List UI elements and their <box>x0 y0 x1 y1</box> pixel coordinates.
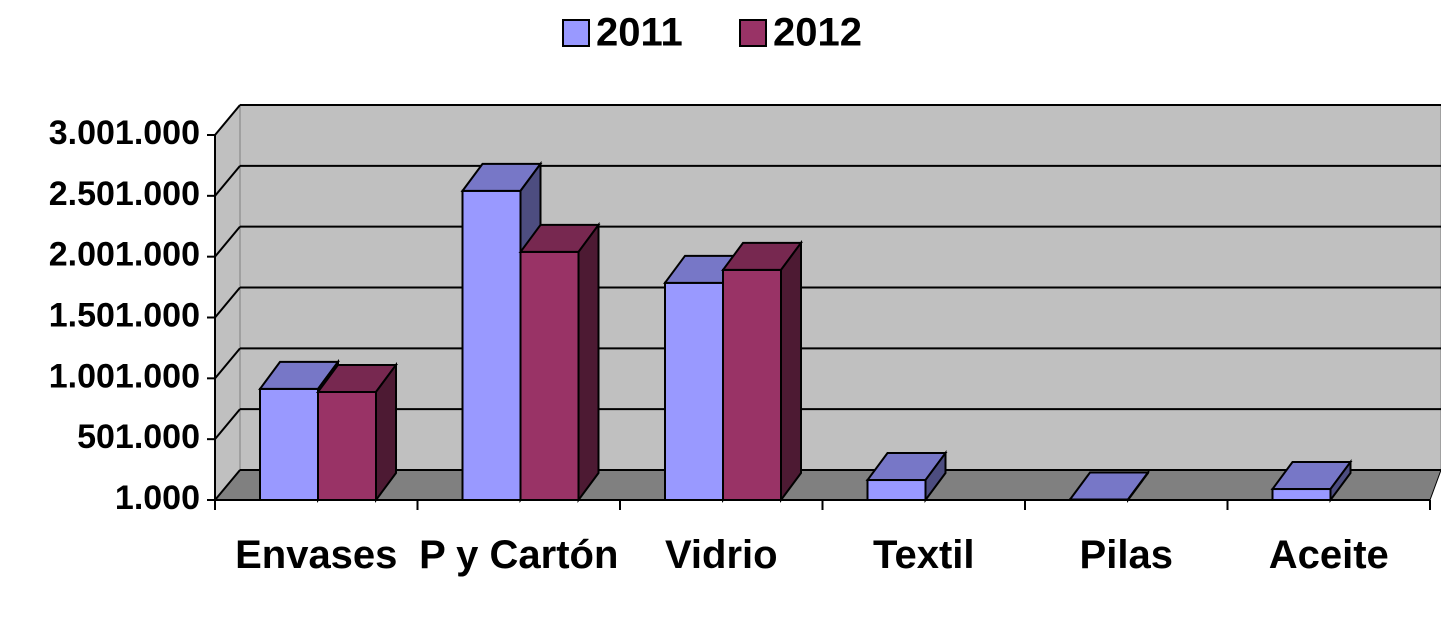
y-tick-label: 501.000 <box>77 418 200 456</box>
grid-line <box>214 104 241 136</box>
bar-front <box>461 189 522 501</box>
x-tick-label: Envases <box>235 533 398 577</box>
grid-line <box>214 226 241 258</box>
bar-side <box>577 221 600 504</box>
grid-line <box>214 469 241 501</box>
legend-label: 2012 <box>773 11 862 55</box>
bar-front <box>1271 488 1332 501</box>
x-tick-label: Pilas <box>1079 533 1173 577</box>
grid-line <box>214 347 241 379</box>
bar-front <box>317 390 377 501</box>
x-tick-label: Textil <box>872 533 975 577</box>
y-tick-label: 1.501.000 <box>49 296 200 334</box>
y-tick-label: 3.001.000 <box>49 114 200 152</box>
y-tick-label: 1.000 <box>115 479 200 517</box>
legend-label: 2011 <box>596 11 683 55</box>
bar-side <box>1329 459 1352 504</box>
floor <box>213 469 1441 501</box>
x-tick-label: P y Cartón <box>419 533 619 577</box>
legend-swatch <box>739 19 767 47</box>
grid-line <box>214 165 241 197</box>
y-tick-label: 2.001.000 <box>49 236 200 274</box>
bar-front <box>664 281 724 502</box>
grid-line <box>214 408 241 440</box>
y-tick-label: 2.501.000 <box>49 175 200 213</box>
bar-front <box>866 479 927 501</box>
legend-swatch <box>562 19 590 47</box>
bar-front <box>259 387 319 501</box>
bar-side <box>924 450 947 504</box>
x-tick-label: Vidrio <box>664 533 778 577</box>
bar-front <box>722 268 782 502</box>
bar-side <box>780 239 802 504</box>
grid-line <box>214 286 241 319</box>
x-tick-label: Aceite <box>1268 533 1389 577</box>
bar-side <box>1127 469 1149 504</box>
bar-front <box>519 250 580 501</box>
y-tick-label: 1.001.000 <box>49 357 200 395</box>
bar-side <box>375 361 397 504</box>
